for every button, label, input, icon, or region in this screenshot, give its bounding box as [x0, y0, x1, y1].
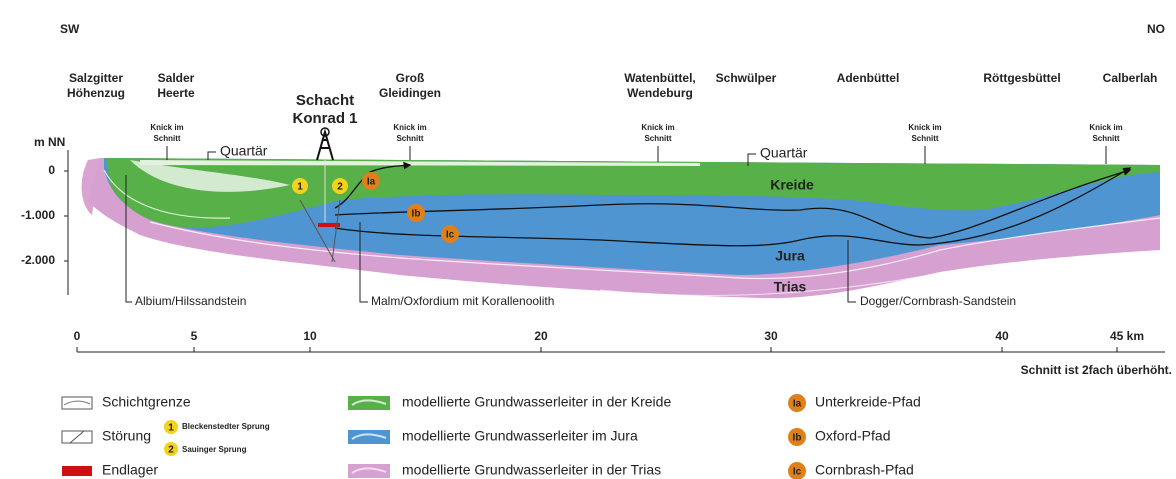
- place: Schwülper: [716, 71, 777, 85]
- y-label: -2.000: [21, 253, 55, 267]
- legend-label: modellierte Grundwasserleiter in der Tri…: [402, 462, 661, 478]
- annotation: Albium/Hilssandstein: [135, 294, 246, 308]
- bend-label: Knick im: [393, 123, 426, 132]
- place: Heerte: [157, 86, 195, 100]
- x-label: 5: [191, 329, 198, 343]
- unit-label: Jura: [775, 248, 805, 264]
- note: Schnitt ist 2fach überhöht.: [1021, 363, 1172, 377]
- x-label: 30: [764, 329, 778, 343]
- legend-label: Cornbrash-Pfad: [815, 462, 914, 478]
- legend-label: Bleckenstedter Sprung: [182, 422, 270, 431]
- y-label: 0: [48, 163, 55, 177]
- marker: Ic: [793, 467, 802, 478]
- place: Schacht: [296, 92, 354, 109]
- y-label: -1.000: [21, 208, 55, 222]
- bend-label: Knick im: [150, 123, 183, 132]
- unit-label: Quartär: [760, 145, 808, 161]
- place: Salzgitter: [69, 71, 123, 85]
- bend-label: Schnitt: [1092, 134, 1119, 143]
- legend-label: Unterkreide-Pfad: [815, 394, 921, 410]
- x-label: 40: [995, 329, 1009, 343]
- marker: Ib: [793, 433, 802, 444]
- marker: 1: [168, 423, 174, 434]
- x-label: 0: [74, 329, 81, 343]
- bend-label: Knick im: [1089, 123, 1122, 132]
- place: Wendeburg: [627, 86, 693, 100]
- x-label: 20: [534, 329, 548, 343]
- unit-label: Quartär: [220, 143, 268, 159]
- place: Gleidingen: [379, 86, 441, 100]
- bend-label: Knick im: [641, 123, 674, 132]
- annotation: Dogger/Cornbrash-Sandstein: [860, 294, 1016, 308]
- bend-label: Schnitt: [644, 134, 671, 143]
- place: Höhenzug: [67, 86, 125, 100]
- legend-label: modellierte Grundwasserleiter im Jura: [402, 428, 638, 444]
- bend-label: Schnitt: [153, 134, 180, 143]
- place: Röttgesbüttel: [983, 71, 1060, 85]
- marker: 1: [297, 182, 303, 193]
- place: Groß: [396, 71, 425, 85]
- x-label: 10: [303, 329, 317, 343]
- marker: Ia: [793, 399, 802, 410]
- unit-label: Kreide: [770, 177, 814, 193]
- legend-label: Oxford-Pfad: [815, 428, 890, 444]
- place: Watenbüttel,: [624, 71, 696, 85]
- y-unit: m NN: [34, 135, 65, 149]
- direction: SW: [60, 22, 80, 36]
- place: Calberlah: [1103, 71, 1158, 85]
- marker: 2: [168, 445, 174, 456]
- marker: Ia: [367, 177, 376, 188]
- direction: NO: [1147, 22, 1165, 36]
- unit-label: Trias: [774, 279, 807, 295]
- legend-label: Sauinger Sprung: [182, 445, 247, 454]
- annotation: Malm/Oxfordium mit Korallenoolith: [371, 294, 554, 308]
- bend-label: Schnitt: [396, 134, 423, 143]
- legend: Schichtgrenze Störung 1 Bleckenstedter S…: [62, 394, 921, 479]
- marker: 2: [337, 182, 343, 193]
- legend-label: Störung: [102, 428, 151, 444]
- legend-label: modellierte Grundwasserleiter in der Kre…: [402, 394, 671, 410]
- marker: Ic: [446, 230, 455, 241]
- legend-label: Schichtgrenze: [102, 394, 191, 410]
- marker: Ib: [412, 209, 421, 220]
- legend-label: Endlager: [102, 462, 158, 478]
- cross-section: SW NO Salzgitter Höhenzug Salder Heerte …: [0, 0, 1176, 479]
- place: Adenbüttel: [837, 71, 900, 85]
- x-label: 45 km: [1110, 329, 1144, 343]
- bend-label: Schnitt: [911, 134, 938, 143]
- place: Konrad 1: [292, 110, 357, 127]
- place: Salder: [158, 71, 195, 85]
- bend-label: Knick im: [908, 123, 941, 132]
